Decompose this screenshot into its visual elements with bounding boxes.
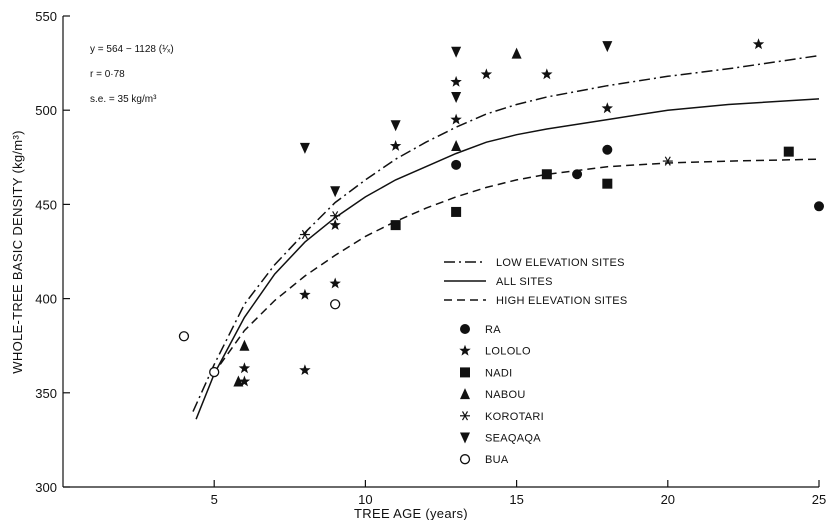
y-tick-label: 450 (35, 197, 57, 212)
x-axis-title: TREE AGE (years) (354, 506, 468, 520)
y-tick-label: 350 (35, 386, 57, 401)
point-nadi (541, 169, 552, 180)
point-nabou (239, 339, 250, 351)
fitted-curves (192, 54, 820, 420)
point-ra (572, 169, 583, 180)
point-ra (451, 159, 462, 170)
legend-marker-bua (459, 454, 471, 465)
x-tick-label: 5 (211, 492, 218, 507)
legend-marker-lololo (459, 344, 471, 356)
correlation-text: r = 0·78 (90, 69, 125, 80)
point-korotari (662, 156, 673, 166)
legend-label: SEAQAQA (485, 433, 541, 445)
legend-marker-seaqaqa (460, 432, 470, 444)
x-tick-label: 10 (358, 492, 372, 507)
curve-dash-dot (192, 54, 820, 412)
point-nadi (602, 178, 613, 189)
legend: LOW ELEVATION SITES ALL SITES HIGH ELEVATI… (444, 257, 628, 466)
legend-label: NADI (485, 367, 512, 379)
x-tick-label: 25 (812, 492, 826, 507)
curve-dashed (219, 158, 820, 365)
y-axis-title: WHOLE-TREE BASIC DENSITY (kg/m³) (10, 130, 25, 373)
legend-label: LOW ELEVATION SITES (496, 257, 625, 269)
point-seaqaqa (602, 41, 613, 53)
point-lololo (329, 277, 341, 289)
legend-label: NABOU (485, 389, 526, 401)
legend-label: ALL SITES (496, 276, 553, 288)
axes: 5 10 15 20 25 300 350 400 450 500 550 (35, 9, 826, 507)
y-tick-label: 550 (35, 9, 57, 24)
point-lololo (752, 38, 765, 50)
equation-annotation: y = 564 − 1128 (¹⁄ₓ) r = 0·78 s.e. = 35 … (90, 44, 174, 105)
legend-label: RA (485, 324, 501, 336)
x-tick-label: 15 (509, 492, 523, 507)
equation-text: y = 564 − 1128 (¹⁄ₓ) (90, 44, 174, 55)
legend-marker-nabou (460, 388, 470, 400)
point-seaqaqa (390, 120, 401, 132)
point-seaqaqa (330, 186, 341, 198)
curve-solid (195, 98, 820, 420)
point-ra (814, 201, 824, 212)
legend-label: HIGH ELEVATION SITES (496, 295, 628, 307)
point-lololo (238, 375, 251, 387)
legend-marker-korotari (460, 411, 470, 421)
point-lololo (450, 113, 462, 125)
legend-marker-ra (460, 324, 470, 334)
point-lololo (541, 68, 553, 80)
point-lololo (480, 68, 493, 80)
point-nabou (451, 139, 462, 151)
y-tick-label: 300 (35, 480, 57, 495)
x-tick-label: 20 (661, 492, 675, 507)
point-lololo (329, 219, 341, 230)
point-nadi (390, 220, 401, 231)
point-nabou (233, 375, 244, 387)
legend-label: BUA (485, 454, 509, 466)
point-seaqaqa (451, 92, 462, 104)
y-tick-label: 400 (35, 292, 57, 307)
legend-label: LOLOLO (485, 346, 531, 358)
point-lololo (299, 364, 311, 375)
point-korotari (330, 211, 341, 221)
point-nadi (451, 206, 462, 217)
data-points (178, 38, 824, 387)
point-lololo (389, 140, 402, 151)
point-korotari (299, 229, 310, 240)
point-ra (602, 144, 613, 155)
point-nabou (511, 47, 522, 59)
point-lololo (450, 75, 462, 87)
point-lololo (238, 362, 251, 374)
point-seaqaqa (451, 46, 462, 58)
point-bua (209, 366, 220, 378)
standard-error-text: s.e. = 35 kg/m³ (90, 94, 157, 105)
point-nadi (783, 146, 794, 157)
legend-marker-nadi (460, 367, 470, 378)
point-seaqaqa (299, 142, 310, 154)
point-lololo (601, 102, 613, 114)
point-lololo (299, 288, 311, 300)
point-bua (178, 331, 190, 342)
y-tick-label: 500 (35, 103, 57, 118)
point-bua (330, 299, 341, 310)
legend-label: KOROTARI (485, 411, 544, 423)
